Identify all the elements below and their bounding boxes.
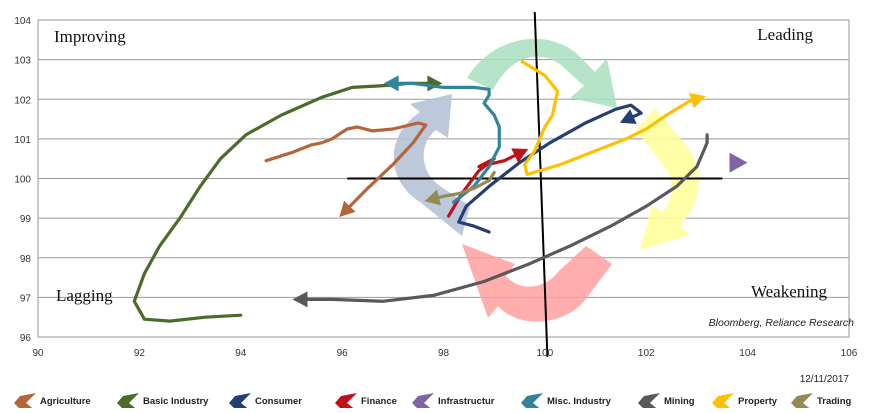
legend-label: Trading [817, 396, 852, 407]
plot-frame [37, 19, 850, 338]
x-tick-label: 98 [438, 348, 450, 359]
x-tick-label: 100 [537, 348, 554, 359]
misc-industry-arrowhead [383, 75, 399, 92]
legend-item: Property [712, 393, 778, 411]
property-trail [520, 60, 704, 177]
legend-swatch [14, 393, 36, 411]
legend-label: Infrastructur [438, 396, 495, 407]
x-tick-labels: 90 92 94 96 98 100 102 104 106 [32, 348, 857, 359]
infrastructur-marker [729, 152, 748, 173]
quadrant-improving-label: Improving [54, 27, 126, 46]
source-note: Bloomberg, Reliance Research [709, 317, 854, 329]
legend-item: Trading [791, 393, 852, 411]
y-tick-label: 103 [14, 56, 31, 67]
x-tick-label: 106 [841, 348, 858, 359]
legend-swatch [791, 393, 813, 411]
legend-swatch [335, 393, 357, 411]
legend-item: Misc. Industry [521, 393, 612, 411]
legend-label: Basic Industry [143, 396, 209, 407]
mining-arrowhead [292, 291, 308, 308]
mining-trail [294, 133, 709, 303]
legend-label: Consumer [255, 396, 302, 407]
agriculture-arrowhead [339, 200, 356, 217]
legend-item: Agriculture [14, 393, 91, 411]
legend-label: Agriculture [40, 396, 91, 407]
legend-item: Finance [335, 393, 397, 411]
y-tick-label: 101 [14, 135, 31, 146]
legend-item: Mining [638, 393, 695, 411]
y-tick-label: 104 [14, 16, 31, 27]
improving-to-leading-arrow [467, 38, 617, 109]
x-tick-label: 90 [32, 348, 44, 359]
legend-swatch [712, 393, 734, 411]
legend-item: Basic Industry [117, 393, 209, 411]
rotation-cycle-arrows [393, 38, 699, 322]
trading-arrowhead [424, 189, 441, 206]
y-tick-label: 96 [20, 333, 32, 344]
legend-label: Mining [664, 396, 695, 407]
x-tick-label: 94 [235, 348, 247, 359]
leading-to-weakening-arrow [636, 108, 699, 250]
quadrant-weakening-label: Weakening [751, 282, 828, 301]
x-tick-label: 104 [739, 348, 756, 359]
y-tick-label: 100 [14, 175, 31, 186]
date-label: 12/11/2017 [800, 374, 850, 385]
trading-trail [426, 171, 496, 202]
misc-industry-trail [386, 81, 501, 204]
finance-arrowhead [511, 148, 529, 163]
legend-item: Consumer [229, 393, 302, 411]
y-tick-label: 99 [20, 214, 32, 225]
legend: Agriculture Basic Industry Consumer Finance… [14, 393, 852, 411]
legend-swatch [412, 393, 434, 411]
x-tick-label: 96 [337, 348, 349, 359]
x-tick-label: 102 [638, 348, 655, 359]
lagging-to-improving-arrow [393, 94, 470, 236]
consumer-arrowhead [619, 109, 637, 124]
legend-swatch [229, 393, 251, 411]
legend-swatch [638, 393, 660, 411]
legend-label: Finance [361, 396, 397, 407]
x-tick-label: 92 [134, 348, 146, 359]
series-trails [132, 60, 748, 323]
property-arrowhead [689, 92, 706, 109]
y-tick-label: 97 [20, 293, 32, 304]
legend-label: Property [738, 396, 778, 407]
y-tick-labels: 96 97 98 99 100 101 102 103 104 [14, 16, 31, 344]
y-tick-label: 102 [14, 95, 31, 106]
basic-industry-trail [132, 81, 440, 323]
y-tick-label: 98 [20, 254, 32, 265]
legend-swatch [521, 393, 543, 411]
weakening-to-lagging-arrow [462, 244, 612, 322]
agriculture-trail [264, 121, 428, 216]
quadrant-leading-label: Leading [757, 25, 813, 44]
legend-label: Misc. Industry [547, 396, 612, 407]
basic-industry-arrowhead [427, 75, 443, 92]
legend-swatch [117, 393, 139, 411]
legend-item: Infrastructur [412, 393, 495, 411]
quadrant-lagging-label: Lagging [56, 286, 113, 305]
